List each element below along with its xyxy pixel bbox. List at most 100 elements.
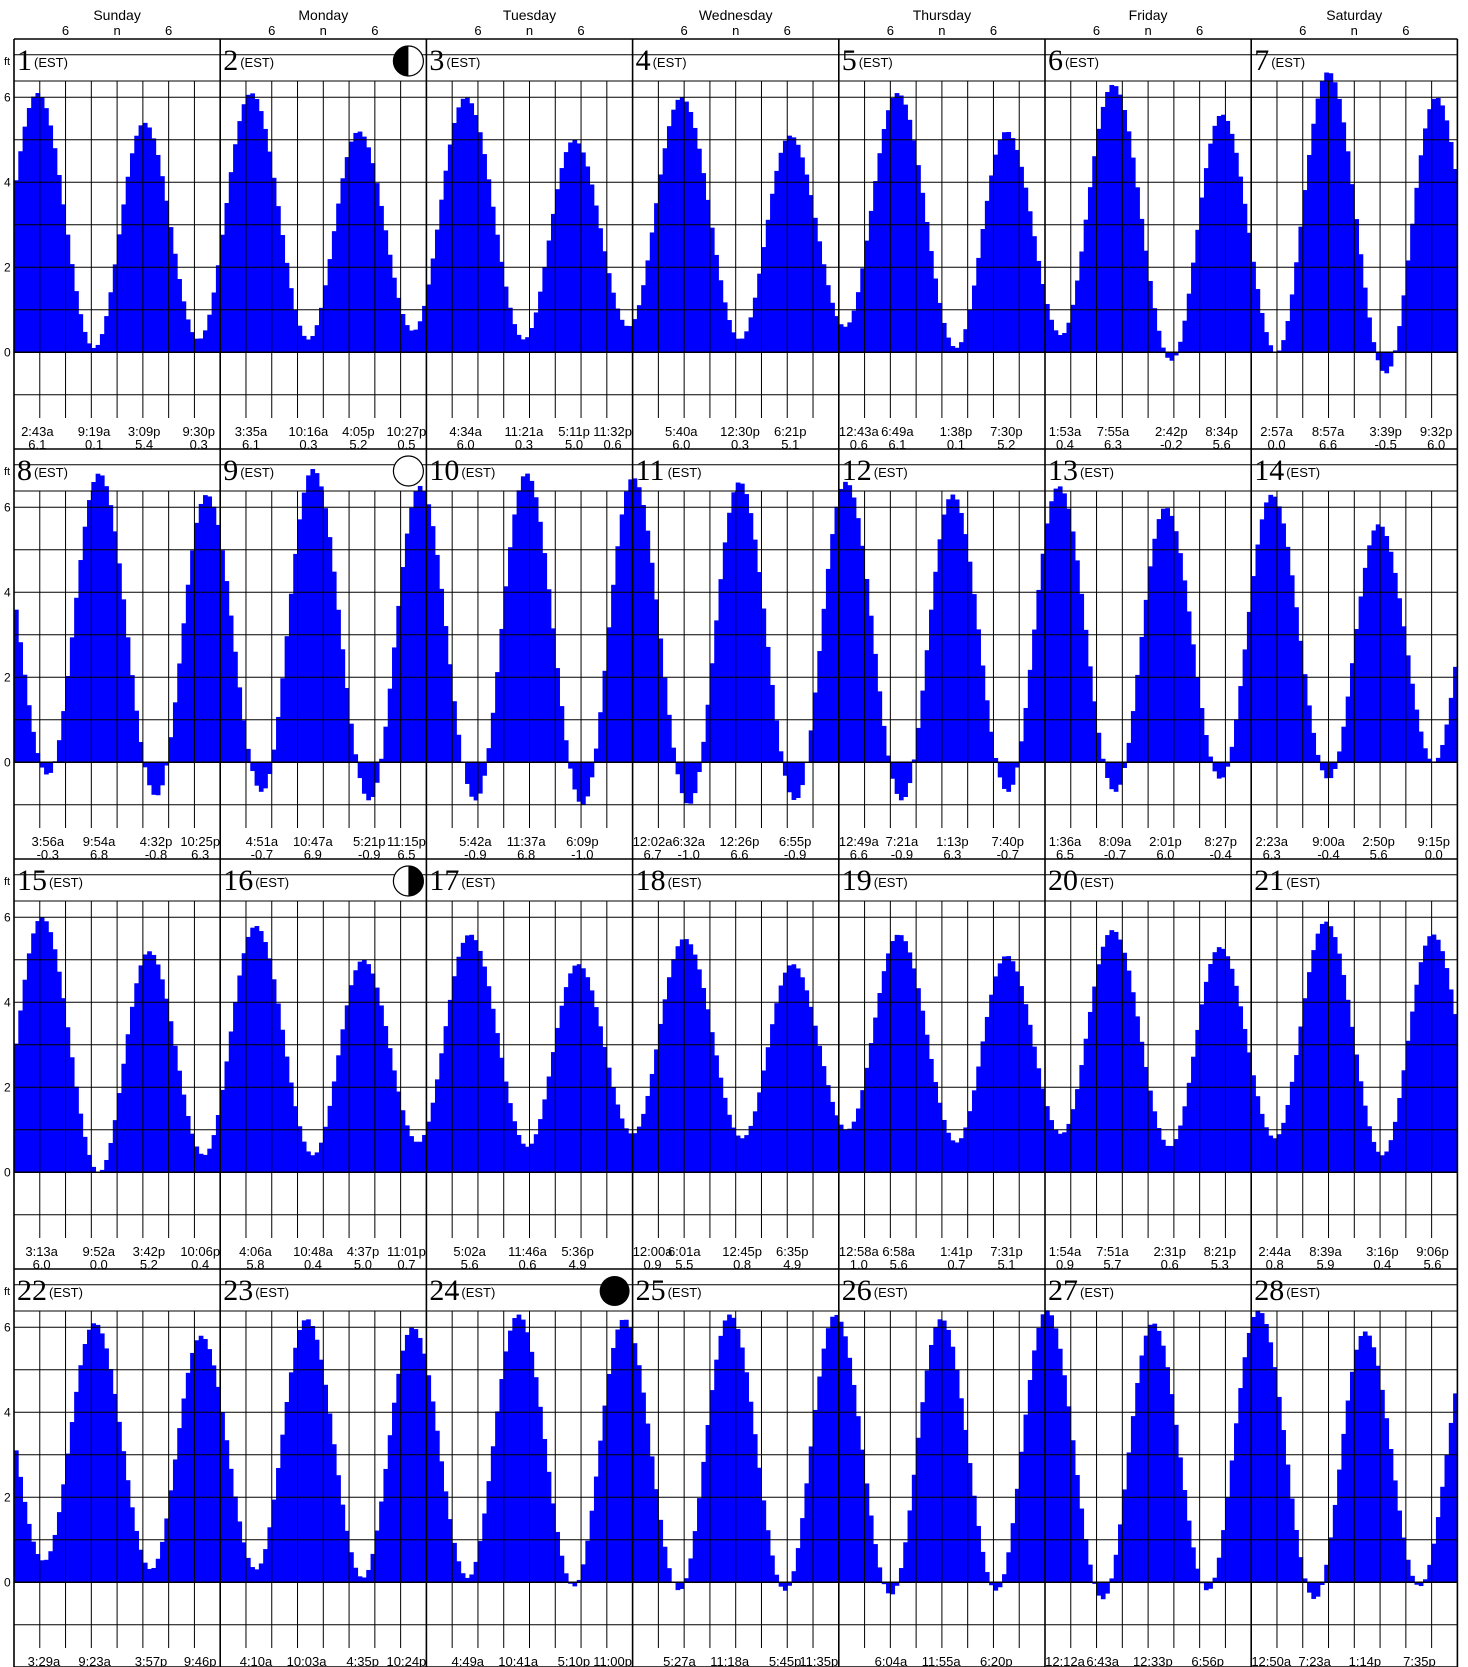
tide-bar [366,964,371,1173]
tide-bar [1122,952,1128,1173]
tide-bar [529,328,535,353]
tide-time-label: 10:47a [293,834,334,849]
tide-bar [748,513,754,763]
tide-bar [482,762,487,776]
tide-bar [868,615,874,763]
tide-bar [417,1141,423,1173]
tide-bar [1418,962,1424,1173]
tide-bar [1444,1454,1450,1583]
tide-bar [147,762,152,786]
tide-bar [855,1108,861,1173]
tide-bar [314,473,320,763]
tide-bar [18,1476,23,1583]
tide-bar [117,1093,122,1173]
tide-bar [993,976,999,1173]
tide-bar [1135,1016,1140,1173]
tide-bar [1182,1490,1188,1583]
tide-bar [207,1349,213,1583]
tide-bar [1255,1310,1261,1583]
tide-bar [1319,923,1325,1173]
tide-bar [937,1319,943,1583]
y-tick-label: 2 [4,1080,11,1094]
tide-time-label: 1:14p [1349,1654,1382,1667]
tide-bar [168,737,174,763]
tide-bar [426,1121,432,1173]
tide-bar [546,1076,552,1173]
tide-bar [456,734,462,763]
tide-bar [916,988,921,1173]
tide-bar [817,651,823,763]
tide-bar [138,125,144,353]
tide-bar [1169,1394,1175,1583]
tide-bar [439,1053,444,1173]
tide-bar [310,335,316,353]
tide-bar [310,469,316,763]
tide-bar [1195,1568,1201,1583]
y-tick-label: 6 [4,500,11,514]
day-number: 4 [636,44,651,77]
tide-bar [155,1558,161,1583]
tide-bar [422,1353,427,1583]
day-number: 2 [223,44,238,77]
tide-bar [456,956,462,1173]
tide-bar [177,663,182,763]
tide-bar [245,748,251,763]
day-number: 13 [1048,454,1078,487]
tide-bar [907,952,913,1173]
tide-time-label: 4:51a [246,834,279,849]
tide-bar [946,499,951,763]
hour-mark-label: n [1351,23,1358,38]
tide-bar [941,1320,947,1583]
tide-bar [1057,1133,1063,1173]
tide-bar [873,1017,878,1173]
timezone-label: (EST) [668,465,702,480]
tide-bar [1126,742,1132,763]
timezone-label: (EST) [34,55,68,70]
hour-mark-label: 6 [474,23,481,38]
tide-bar [1070,531,1076,763]
tide-bar [533,312,539,353]
tide-bar [593,748,599,763]
tide-bar [1264,502,1269,763]
tide-bar [117,234,122,353]
tide-bar [155,154,161,353]
tide-bar [1448,1422,1454,1583]
tide-bar [598,1026,603,1173]
tide-bar [379,205,384,353]
y-tick-label: 2 [4,1490,11,1504]
tide-bar [1148,566,1153,763]
tide-bar [452,122,457,353]
tide-bar [830,302,835,353]
tide-bar [1324,1564,1329,1583]
tide-time-label: 6:35p [776,1244,809,1259]
tide-bar [1311,123,1317,353]
tide-bar [821,264,827,353]
tide-time-label: 2:44a [1258,1244,1291,1259]
tide-bar [997,963,1003,1173]
timezone-label: (EST) [34,465,68,480]
tide-bar [877,993,883,1173]
tide-bar [1105,935,1110,1173]
tide-bar [1173,352,1179,356]
tide-bar [705,1009,711,1173]
tide-bar [1169,515,1175,763]
tide-bar [220,234,225,353]
tide-bar [319,486,324,763]
tide-time-label: 2:23a [1255,834,1288,849]
tide-bar [1371,1347,1377,1583]
timezone-label: (EST) [874,875,908,890]
tide-bar [533,1134,539,1173]
tide-bar [525,337,530,353]
tide-bar [757,273,762,353]
tide-bar [387,1048,393,1173]
tide-bar [924,650,930,763]
tide-bar [336,1475,341,1583]
tide-bar [1092,701,1097,763]
hour-mark-label: 6 [268,23,275,38]
tide-bar [434,1079,440,1173]
tide-bar [469,934,475,1173]
tide-bar [705,1425,711,1583]
tide-bar [813,1025,818,1173]
tide-bar [1049,319,1054,353]
